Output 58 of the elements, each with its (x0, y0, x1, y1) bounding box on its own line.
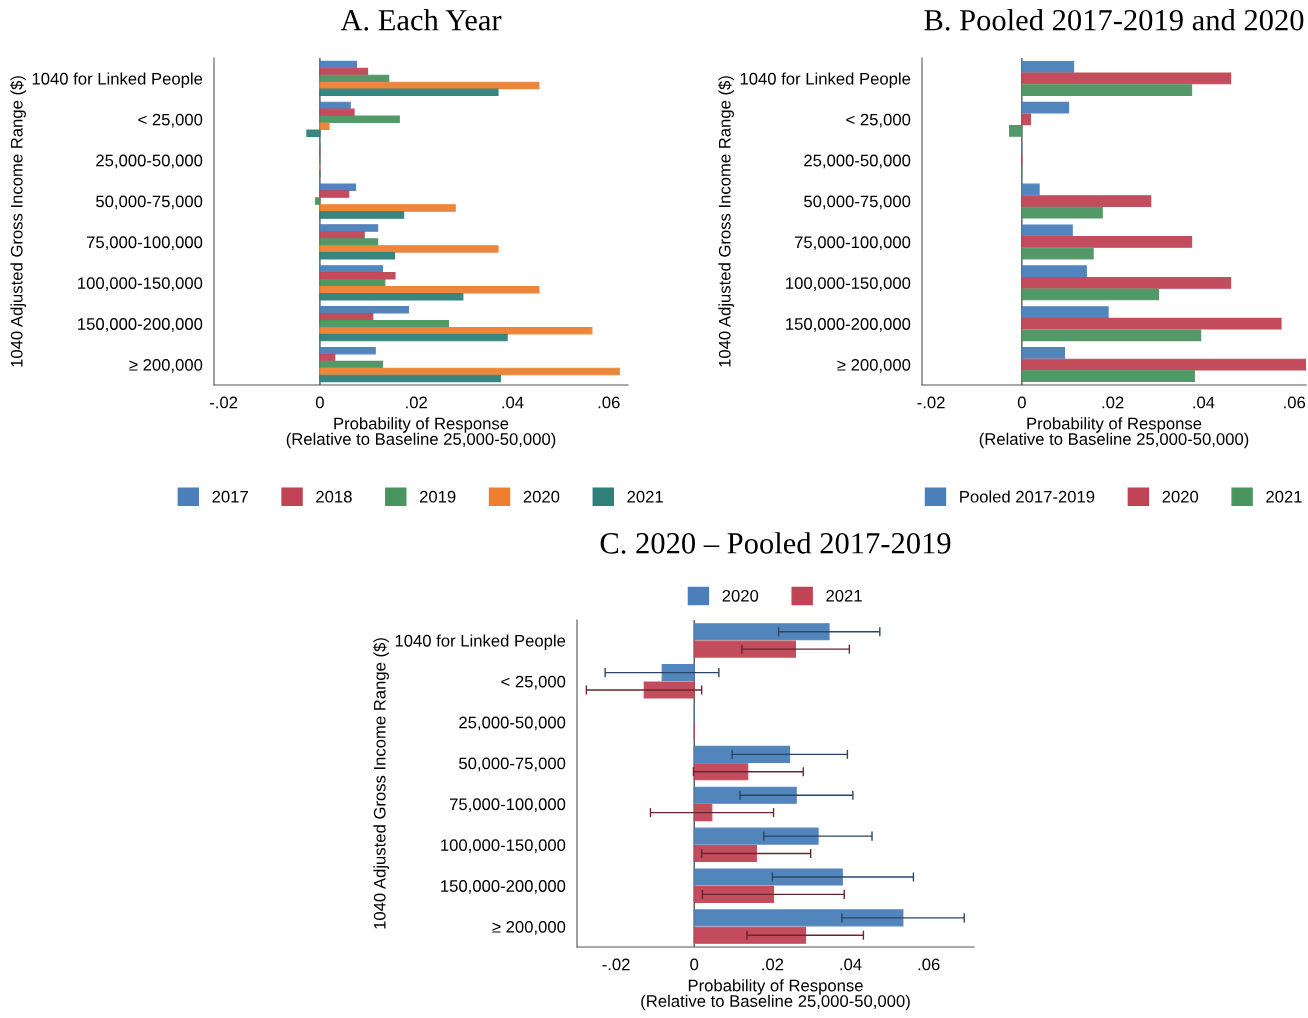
legend-label: 2021 (627, 490, 663, 503)
y-tick-label: 100,000-150,000 (786, 277, 911, 291)
y-tick-label: 25,000-50,000 (804, 154, 911, 169)
x-tick-label: -.02 (602, 958, 630, 971)
y-tick-label: 1040 for Linked People (32, 72, 203, 88)
y-tick-label: 150,000-200,000 (78, 318, 203, 332)
y-tick-label: 50,000-75,000 (96, 195, 203, 210)
chart-title: A. Each Year (340, 9, 502, 31)
x-axis-title: Probability of Response (Relative to Baseline 25,000-50,000) (286, 417, 556, 449)
y-tick-label: 25,000-50,000 (96, 154, 203, 169)
x-tick-label: .04 (502, 396, 524, 409)
y-tick-label: ≥ 200,000 (492, 920, 566, 935)
legend-label: 2021 (1266, 490, 1302, 503)
y-axis-title: 1040 Adjusted Gross Income Range ($) (10, 76, 26, 367)
y-tick-label: 75,000-100,000 (86, 236, 203, 251)
x-tick-label: -.02 (917, 396, 945, 409)
x-axis-title: Probability of Response (Relative to Baseline 25,000-50,000) (979, 417, 1249, 449)
y-tick-label: 1040 for Linked People (740, 72, 911, 88)
chart-title: B. Pooled 2017-2019 and 2020 (924, 9, 1304, 31)
legend-label: Pooled 2017-2019 (960, 490, 1095, 503)
x-tick-label: .06 (918, 958, 940, 971)
x-tick-label: .02 (762, 958, 784, 971)
y-tick-label: ≥ 200,000 (129, 358, 203, 373)
legend-label: 2018 (316, 490, 352, 503)
x-tick-label: .04 (1193, 396, 1215, 409)
y-tick-label: 50,000-75,000 (804, 195, 911, 210)
y-tick-label: 75,000-100,000 (449, 798, 566, 813)
x-tick-label: .04 (840, 958, 862, 971)
x-tick-label: .06 (598, 396, 620, 409)
legend-label: 2021 (826, 589, 862, 602)
x-tick-label: .02 (1102, 396, 1124, 409)
y-axis-title: 1040 Adjusted Gross Income Range ($) (718, 76, 734, 367)
x-tick-label: 0 (690, 958, 699, 971)
legend-label: 2020 (523, 490, 560, 503)
legend-label: 2020 (722, 589, 759, 602)
y-tick-label: < 25,000 (501, 675, 566, 690)
y-tick-label: 25,000-50,000 (459, 716, 566, 731)
legend-label: 2020 (1162, 490, 1199, 503)
x-tick-label: -.02 (210, 396, 238, 409)
x-tick-label: .06 (1284, 396, 1306, 409)
y-tick-label: 1040 for Linked People (395, 634, 566, 650)
y-axis-title: 1040 Adjusted Gross Income Range ($) (373, 638, 389, 929)
y-tick-label: 50,000-75,000 (459, 757, 566, 772)
y-tick-label: 75,000-100,000 (794, 236, 911, 251)
y-tick-label: 150,000-200,000 (441, 880, 566, 894)
x-tick-label: 0 (1017, 396, 1026, 409)
x-tick-label: 0 (315, 396, 324, 409)
chart-title: C. 2020 – Pooled 2017-2019 (600, 532, 951, 554)
x-axis-title: Probability of Response (Relative to Baseline 25,000-50,000) (641, 979, 910, 1011)
y-tick-label: ≥ 200,000 (837, 358, 911, 373)
legend-label: 2019 (419, 490, 456, 503)
y-tick-label: 150,000-200,000 (786, 318, 911, 332)
y-tick-label: 100,000-150,000 (441, 839, 566, 853)
y-tick-label: < 25,000 (846, 113, 911, 128)
legend-label: 2017 (212, 490, 248, 503)
x-tick-label: .02 (406, 396, 427, 409)
y-tick-label: < 25,000 (138, 113, 203, 128)
y-tick-label: 100,000-150,000 (78, 277, 203, 291)
